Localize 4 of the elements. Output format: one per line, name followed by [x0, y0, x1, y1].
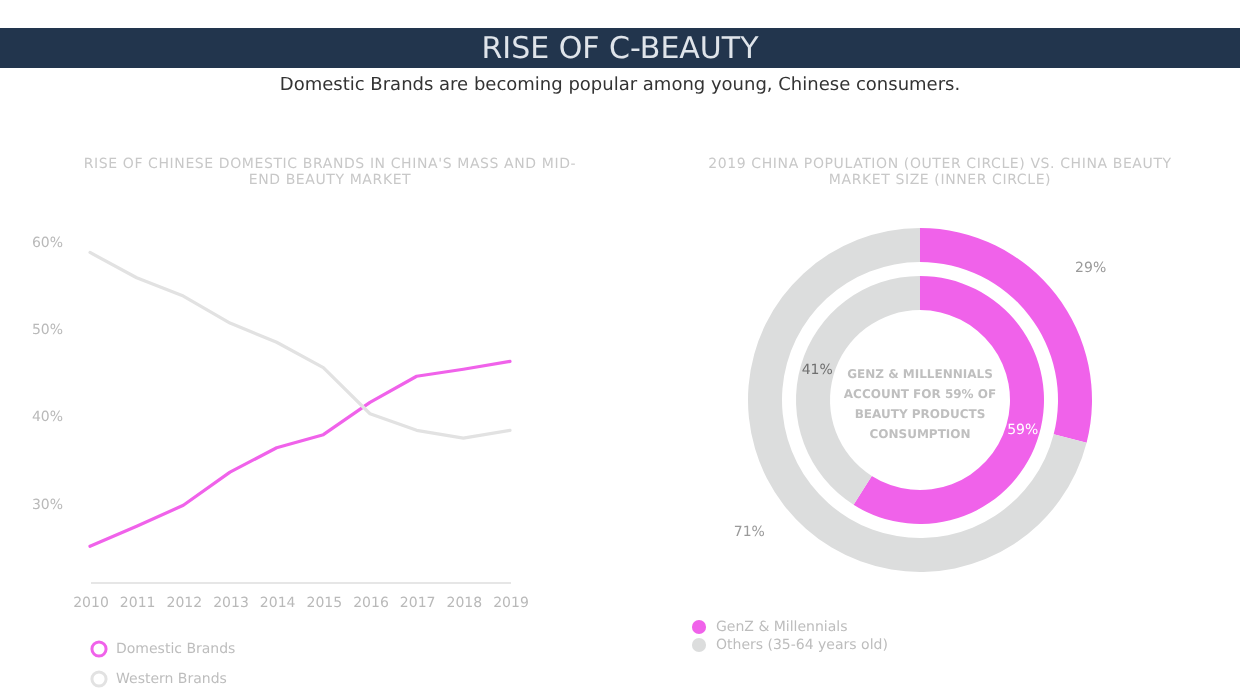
line-series: [88, 250, 512, 440]
line-series: [88, 359, 512, 548]
text: Domestic Brands are becoming popular among young, Chinese consumers.: [277, 76, 963, 96]
text: RISE OF C-BEAUTY: [0, 28, 1240, 68]
